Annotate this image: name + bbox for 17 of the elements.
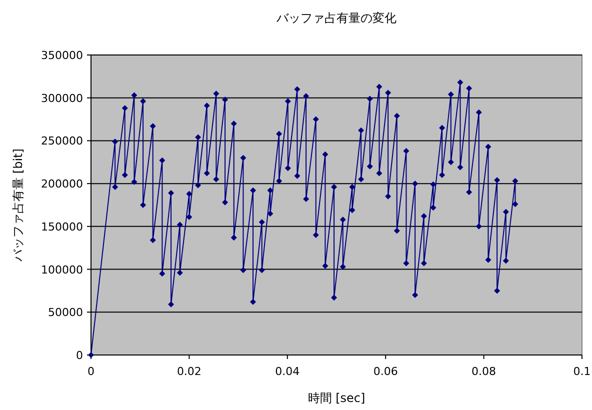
y-tick-label: 350000 [41,49,83,62]
chart-title: バッファ占有量の変化 [276,11,396,25]
x-tick-label: 0.1 [573,365,591,378]
x-tick-label: 0 [88,365,94,378]
y-tick-label: 250000 [41,134,83,148]
x-tick-label: 0.02 [176,365,202,378]
y-tick-label: 50000 [48,306,83,320]
y-tick-label: 300000 [41,92,83,105]
y-tick-label: 100000 [41,263,83,276]
x-axis-title: 時間 [sec] [308,391,366,405]
x-tick-label: 0.08 [472,365,496,378]
y-tick-label: 0 [76,349,83,362]
y-tick-label: 200000 [41,178,83,191]
y-axis-title: バッファ占有量 [bit] [11,148,25,262]
y-tick-label: 150000 [41,220,83,234]
x-tick-label: 0.04 [275,365,300,378]
x-tick-label: 0.06 [373,365,398,378]
